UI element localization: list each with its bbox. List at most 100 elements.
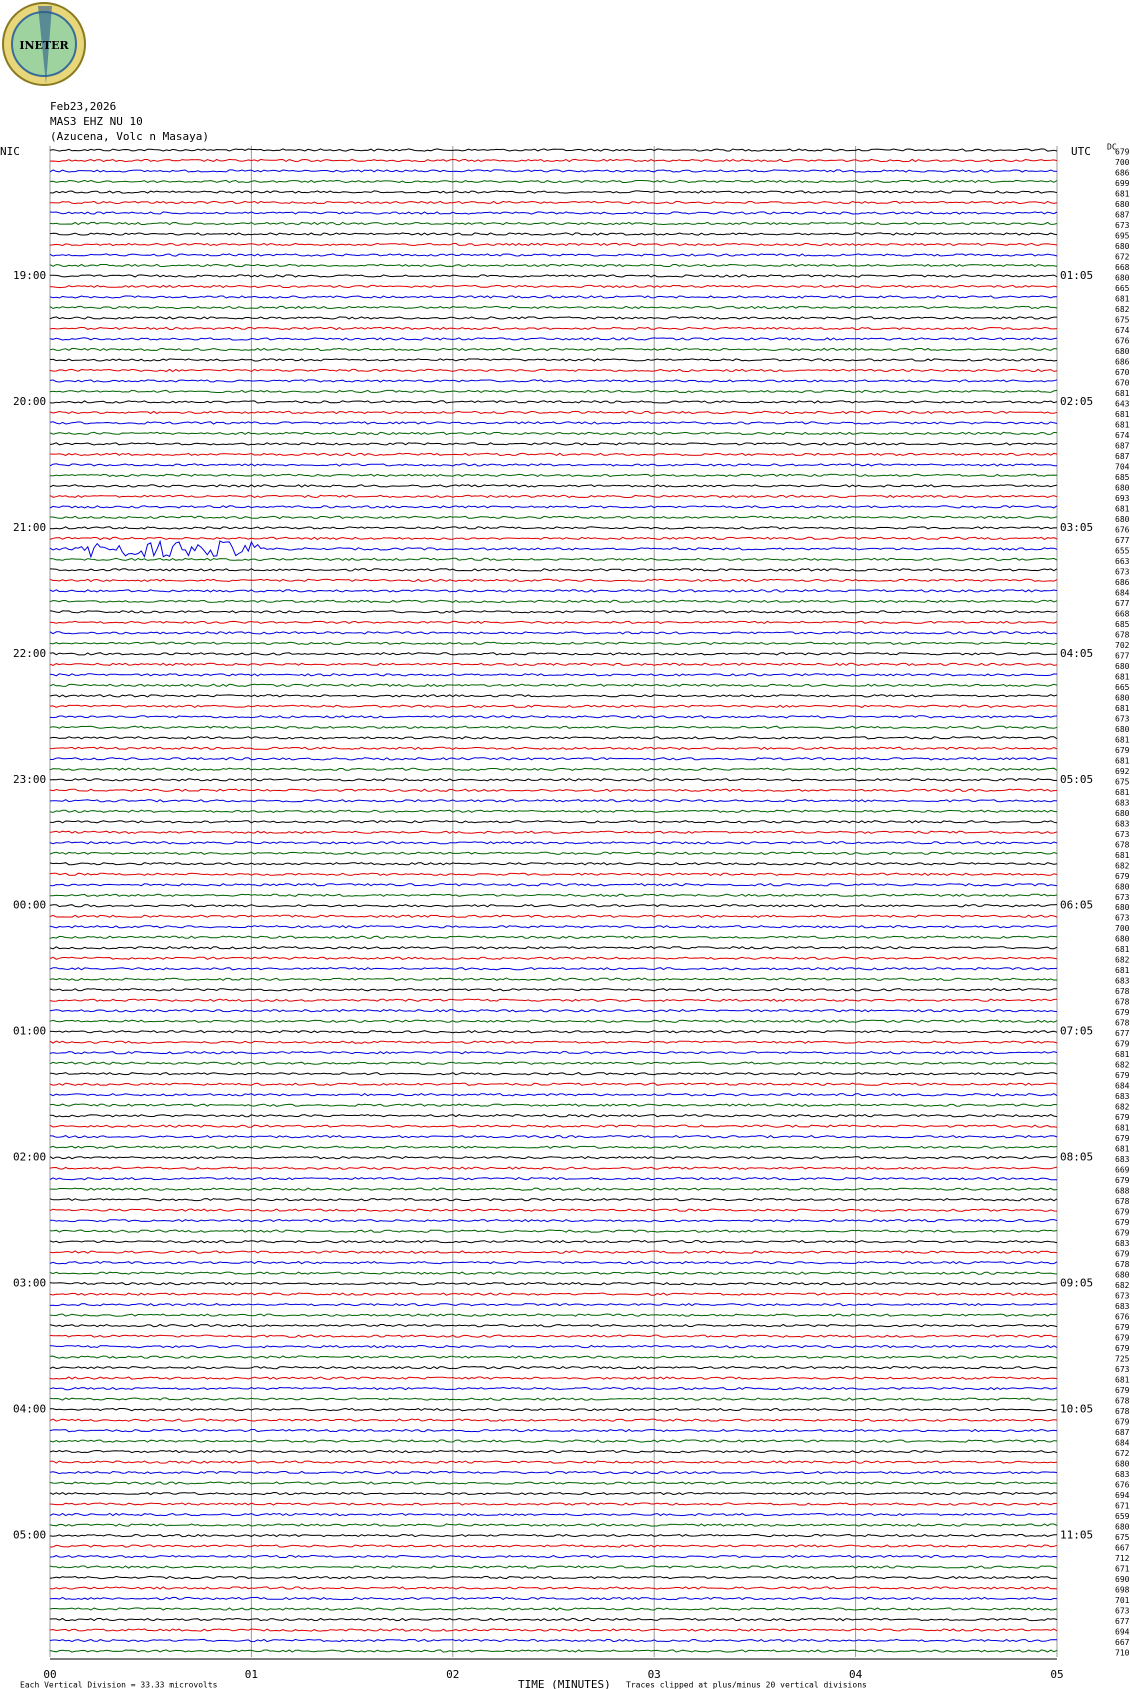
trace	[49, 1428, 1058, 1433]
dc-value: 680	[1115, 515, 1130, 524]
dc-value: 679	[1115, 148, 1130, 157]
dc-value: 681	[1115, 945, 1130, 954]
dc-value: 684	[1115, 588, 1130, 597]
trace	[49, 221, 1058, 226]
trace	[49, 851, 1058, 855]
trace	[49, 536, 1058, 541]
dc-value: 679	[1115, 1134, 1130, 1143]
nic-label: 05:00	[13, 1529, 46, 1542]
dc-value: 700	[1115, 158, 1130, 167]
utc-label: 09:05	[1060, 1277, 1093, 1290]
dc-value: 678	[1115, 987, 1130, 996]
dc-value: 683	[1115, 1302, 1130, 1311]
trace	[49, 1177, 1057, 1181]
trace	[50, 1407, 1058, 1412]
dc-value: 681	[1115, 1050, 1130, 1059]
dc-value: 673	[1115, 1292, 1130, 1301]
trace	[49, 946, 1058, 950]
trace	[49, 736, 1058, 740]
trace	[49, 589, 1058, 593]
trace	[49, 757, 1058, 761]
dc-value: 675	[1115, 315, 1130, 324]
trace	[49, 1544, 1058, 1548]
trace	[49, 662, 1058, 666]
dc-value: 681	[1115, 294, 1130, 303]
utc-label: 10:05	[1060, 1403, 1093, 1416]
dc-value: 679	[1115, 1008, 1130, 1017]
dc-value: 679	[1115, 1071, 1130, 1080]
trace	[49, 652, 1058, 656]
dc-value: 701	[1115, 1596, 1130, 1605]
trace	[49, 1512, 1058, 1517]
trace	[49, 967, 1058, 971]
trace	[49, 914, 1058, 918]
trace	[49, 284, 1058, 289]
trace	[49, 421, 1058, 425]
logo: INETER	[2, 2, 86, 86]
trace	[49, 1082, 1058, 1086]
x-tick-label: 02	[446, 1668, 459, 1681]
dc-value: 679	[1115, 1113, 1130, 1122]
dc-value: 678	[1115, 1197, 1130, 1206]
dc-value: 643	[1115, 399, 1130, 408]
dc-value: 665	[1115, 683, 1130, 692]
trace	[49, 568, 1058, 572]
dc-value: 678	[1115, 630, 1130, 639]
trace	[49, 1103, 1058, 1107]
trace	[49, 1586, 1058, 1590]
dc-value: 693	[1115, 494, 1130, 503]
trace	[49, 1239, 1058, 1244]
trace	[49, 400, 1058, 404]
dc-value: 686	[1115, 578, 1130, 587]
dc-value: 678	[1115, 998, 1130, 1007]
trace	[49, 211, 1058, 215]
trace	[49, 620, 1058, 624]
trace	[49, 274, 1058, 278]
trace	[49, 1292, 1058, 1296]
dc-value: 668	[1115, 263, 1130, 272]
dc-value: 682	[1115, 861, 1130, 870]
trace	[49, 1092, 1058, 1097]
trace	[49, 1397, 1058, 1401]
dc-value: 683	[1115, 977, 1130, 986]
trace	[49, 232, 1058, 236]
trace	[49, 725, 1058, 729]
trace	[49, 253, 1058, 257]
trace	[50, 200, 1058, 205]
dc-value: 702	[1115, 641, 1130, 650]
dc-header: DC	[1107, 143, 1117, 152]
dc-value: 672	[1115, 252, 1130, 261]
trace	[49, 956, 1058, 960]
dc-value: 673	[1115, 1365, 1130, 1374]
trace	[49, 295, 1058, 299]
dc-value: 681	[1115, 756, 1130, 765]
dc-value: 676	[1115, 1481, 1130, 1490]
x-axis-label: TIME (MINUTES)	[518, 1678, 611, 1689]
trace	[49, 347, 1058, 352]
dc-value: 681	[1115, 966, 1130, 975]
utc-label: 07:05	[1060, 1025, 1093, 1038]
dc-value: 681	[1115, 389, 1130, 398]
nic-label: 03:00	[13, 1277, 46, 1290]
dc-value: 659	[1115, 1512, 1130, 1521]
trace	[49, 179, 1058, 184]
dc-value: 681	[1115, 1145, 1130, 1154]
logo-text: INETER	[19, 39, 69, 52]
trace	[49, 148, 1058, 152]
trace	[49, 1554, 1058, 1559]
dc-value: 687	[1115, 452, 1130, 461]
dc-value: 675	[1115, 777, 1130, 786]
trace	[49, 1009, 1058, 1013]
dc-value: 678	[1115, 1260, 1130, 1269]
dc-value: 678	[1115, 840, 1130, 849]
trace	[49, 242, 1058, 247]
dc-value: 671	[1115, 1565, 1130, 1574]
trace	[49, 557, 1058, 562]
trace	[49, 1271, 1058, 1275]
trace	[49, 368, 1058, 373]
trace	[49, 1575, 1057, 1580]
dc-value: 655	[1115, 546, 1130, 555]
trace	[49, 1523, 1058, 1527]
trace	[49, 1386, 1058, 1391]
